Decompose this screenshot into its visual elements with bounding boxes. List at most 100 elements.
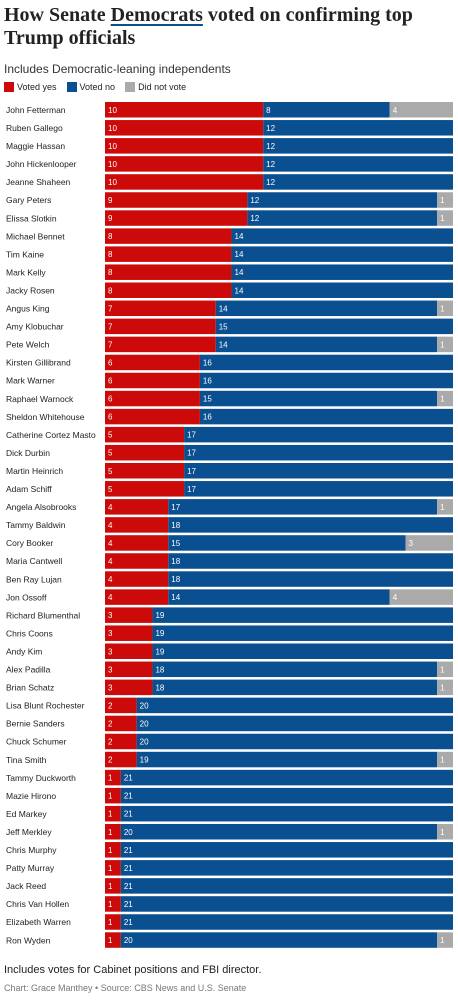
bar-voted-no-chris-coons [152, 625, 454, 641]
bar-voted-no-gary-peters [247, 192, 438, 208]
value-label-did-not-vote-angus-king: 1 [440, 304, 445, 313]
bar-did-not-vote-ron-wyden [437, 932, 453, 948]
bar-voted-no-chris-murphy [120, 842, 454, 858]
bar-voted-no-adam-schiff [184, 481, 453, 497]
value-label-voted-no-adam-schiff: 17 [187, 485, 196, 494]
bar-voted-no-patty-murray [120, 860, 454, 876]
bar-voted-yes-kirsten-gillibrand [105, 354, 200, 371]
bar-voted-yes-tina-smith [105, 751, 137, 768]
bar-voted-no-brian-schatz [152, 679, 438, 696]
value-label-voted-yes-kirsten-gillibrand: 6 [108, 358, 113, 367]
bar-voted-yes-tammy-duckworth [105, 769, 121, 786]
value-label-voted-yes-ron-wyden: 1 [108, 936, 113, 945]
senator-label-pete-welch: Pete Welch [6, 340, 50, 350]
legend-label-yes: Voted yes [17, 82, 57, 92]
bar-voted-no-john-hickenlooper [263, 156, 453, 172]
chart-title: How Senate Democrats voted on confirming… [4, 4, 456, 50]
bar-voted-no-bernie-sanders [136, 715, 454, 732]
bar-voted-yes-maria-cantwell [105, 553, 169, 569]
senator-label-gary-peters: Gary Peters [6, 195, 51, 205]
value-label-voted-no-andy-kim: 19 [155, 647, 164, 656]
value-label-voted-yes-gary-peters: 9 [108, 196, 113, 205]
value-label-voted-no-sheldon-whitehouse: 16 [203, 413, 212, 422]
value-label-voted-no-jack-reed: 21 [124, 882, 133, 891]
senator-label-mazie-hirono: Mazie Hirono [6, 791, 56, 801]
bar-voted-yes-elizabeth-warren [105, 914, 121, 930]
senator-label-ruben-gallego: Ruben Gallego [6, 123, 63, 133]
bar-did-not-vote-jon-ossoff [389, 589, 453, 605]
senator-label-alex-padilla: Alex Padilla [6, 665, 51, 675]
bar-voted-yes-dick-durbin [105, 444, 185, 461]
bar-voted-yes-mazie-hirono [105, 787, 121, 804]
bar-did-not-vote-brian-schatz [437, 679, 453, 696]
legend-item-no: Voted no [66, 82, 116, 92]
value-label-voted-no-michael-bennet: 14 [235, 232, 244, 241]
bar-voted-yes-ben-ray-lujan [105, 571, 169, 587]
legend-swatch-no [66, 82, 77, 92]
bar-voted-yes-alex-padilla [105, 661, 153, 678]
senator-label-catherine-cortez-masto: Catherine Cortez Masto [6, 430, 96, 440]
bar-voted-yes-john-hickenlooper [105, 156, 264, 172]
legend: Voted yes Voted no Did not vote [4, 82, 186, 92]
bar-did-not-vote-jeff-merkley [437, 824, 453, 840]
value-label-voted-yes-jon-ossoff: 4 [108, 593, 113, 602]
bar-voted-yes-jack-reed [105, 878, 121, 894]
value-label-voted-yes-andy-kim: 3 [108, 647, 113, 656]
bar-voted-yes-john-fetterman [105, 102, 264, 118]
bar-voted-yes-mark-warner [105, 372, 200, 389]
value-label-voted-no-cory-booker: 15 [171, 539, 180, 548]
bar-voted-no-ruben-gallego [263, 120, 453, 136]
value-label-voted-yes-ben-ray-lujan: 4 [108, 575, 113, 584]
value-label-voted-yes-ruben-gallego: 10 [108, 124, 117, 133]
value-label-voted-yes-chris-van-hollen: 1 [108, 900, 113, 909]
bar-voted-yes-jon-ossoff [105, 589, 169, 605]
bar-voted-yes-cory-booker [105, 535, 169, 551]
bar-voted-yes-angela-alsobrooks [105, 499, 169, 515]
value-label-voted-no-alex-padilla: 18 [155, 665, 164, 674]
value-label-voted-yes-martin-heinrich: 5 [108, 467, 113, 476]
senator-label-angela-alsobrooks: Angela Alsobrooks [6, 502, 76, 512]
senator-label-tina-smith: Tina Smith [6, 755, 47, 765]
value-label-voted-yes-patty-murray: 1 [108, 864, 113, 873]
value-label-voted-no-bernie-sanders: 20 [140, 719, 149, 728]
bar-voted-no-angela-alsobrooks [168, 499, 438, 515]
legend-swatch-did-not-vote [125, 82, 136, 92]
senator-label-john-fetterman: John Fetterman [6, 105, 66, 115]
bar-voted-no-john-fetterman [263, 102, 390, 118]
bar-voted-yes-amy-klobuchar [105, 318, 216, 335]
legend-item-did-not-vote: Did not vote [125, 82, 186, 92]
credit: Chart: Grace Manthey • Source: CBS News … [4, 983, 247, 993]
value-label-did-not-vote-raphael-warnock: 1 [440, 395, 445, 404]
bar-voted-no-ed-markey [120, 805, 454, 822]
senator-label-elizabeth-warren: Elizabeth Warren [6, 917, 71, 927]
value-label-voted-yes-maria-cantwell: 4 [108, 557, 113, 566]
bar-voted-yes-mark-kelly [105, 264, 232, 280]
chart-subtitle: Includes Democratic-leaning independents [4, 62, 231, 76]
value-label-voted-no-tammy-baldwin: 18 [171, 521, 180, 530]
value-label-voted-yes-tammy-baldwin: 4 [108, 521, 113, 530]
senator-label-bernie-sanders: Bernie Sanders [6, 719, 65, 729]
bar-did-not-vote-alex-padilla [437, 661, 453, 678]
value-label-voted-yes-amy-klobuchar: 7 [108, 322, 113, 331]
bar-voted-no-chuck-schumer [136, 733, 454, 750]
bar-voted-yes-brian-schatz [105, 679, 153, 696]
value-label-voted-yes-catherine-cortez-masto: 5 [108, 431, 113, 440]
bar-voted-yes-elissa-slotkin [105, 210, 248, 226]
bar-voted-no-richard-blumenthal [152, 607, 454, 623]
bar-did-not-vote-cory-booker [405, 535, 453, 551]
bar-voted-yes-bernie-sanders [105, 715, 137, 732]
senator-label-amy-klobuchar: Amy Klobuchar [6, 322, 64, 332]
bar-voted-no-angus-king [215, 300, 438, 317]
value-label-did-not-vote-pete-welch: 1 [440, 340, 445, 349]
bar-did-not-vote-tina-smith [437, 751, 453, 768]
bar-voted-no-amy-klobuchar [215, 318, 453, 335]
bar-voted-no-martin-heinrich [184, 463, 453, 479]
legend-label-no: Voted no [79, 82, 116, 92]
bar-voted-yes-chris-van-hollen [105, 896, 121, 912]
bar-voted-no-elissa-slotkin [247, 210, 438, 226]
bar-voted-no-tim-kaine [231, 246, 453, 262]
senator-label-dick-durbin: Dick Durbin [6, 448, 50, 458]
bar-voted-yes-jeff-merkley [105, 824, 121, 840]
value-label-voted-yes-maggie-hassan: 10 [108, 142, 117, 151]
bar-voted-no-jeff-merkley [120, 824, 438, 840]
